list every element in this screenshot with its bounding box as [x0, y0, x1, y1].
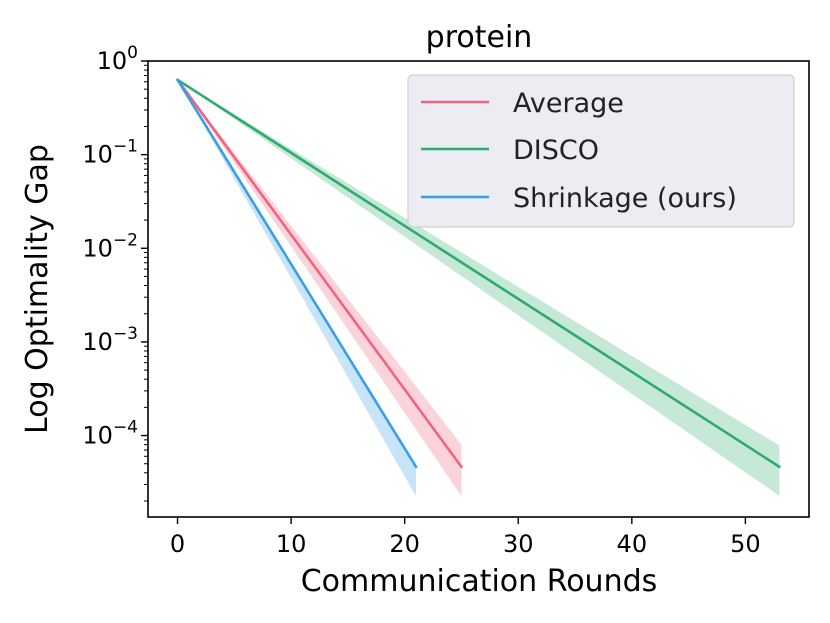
- band-average: [177, 79, 462, 497]
- y-axis-label: Log Optimality Gap: [20, 144, 55, 434]
- line-disco: [176, 78, 781, 469]
- band-disco: [177, 79, 780, 496]
- line-average: [176, 78, 463, 469]
- series-lines: [176, 78, 781, 469]
- legend-label: Shrinkage (ours): [513, 183, 737, 214]
- y-tick-label: 10−3: [82, 324, 138, 356]
- band-shrinkage-ours: [177, 79, 417, 497]
- y-tick-label: 10−1: [82, 137, 138, 169]
- plot-frame: [147, 60, 810, 518]
- legend-box: [407, 74, 795, 228]
- x-tick-label: 0: [170, 530, 185, 558]
- confidence-bands: [177, 79, 780, 497]
- legend-label: DISCO: [513, 135, 599, 166]
- x-axis-label: Communication Rounds: [301, 564, 658, 599]
- line-shrinkage-ours: [176, 78, 418, 469]
- x-tick-label: 40: [617, 530, 648, 558]
- x-tick-label: 50: [730, 530, 761, 558]
- chart-title: protein: [426, 20, 533, 55]
- y-axis-ticks: 100 10−1 10−2 10−3 10−4: [82, 43, 148, 450]
- x-tick-label: 30: [503, 530, 534, 558]
- y-axis-minor-ticks: [144, 64, 148, 502]
- y-tick-label: 10−4: [82, 418, 138, 450]
- legend-label: Average: [513, 88, 624, 119]
- x-axis-ticks: 0 10 20 30 40 50: [170, 517, 761, 558]
- y-tick-label: 100: [97, 43, 138, 75]
- y-tick-label: 10−2: [82, 230, 138, 262]
- x-tick-label: 10: [276, 530, 307, 558]
- legend: Average DISCO Shrinkage (ours): [407, 74, 795, 228]
- x-tick-label: 20: [389, 530, 420, 558]
